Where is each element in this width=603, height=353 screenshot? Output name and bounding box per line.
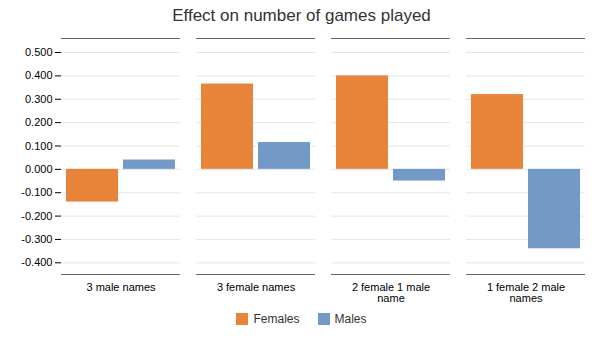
html-text:Effect on number of games play: Effect on number of games played bbox=[172, 6, 431, 25]
svg-text:3 male names: 3 male names bbox=[86, 281, 156, 293]
svg-text:-0.300: -0.300 bbox=[21, 233, 52, 245]
svg-text:0.000: 0.000 bbox=[25, 163, 53, 175]
svg-text:0.300: 0.300 bbox=[25, 93, 53, 105]
html-text:Males: Males bbox=[334, 312, 367, 326]
svg-text:0.400: 0.400 bbox=[25, 69, 53, 81]
svg-text:-0.100: -0.100 bbox=[21, 186, 52, 198]
svg-text:-0.200: -0.200 bbox=[21, 210, 52, 222]
svg-text:3 female names: 3 female names bbox=[217, 281, 296, 293]
html-text:Females: Females bbox=[253, 312, 300, 326]
svg-text:2 female 1 malename: 2 female 1 malename bbox=[352, 281, 430, 304]
svg-text:0.100: 0.100 bbox=[25, 140, 53, 152]
svg-text:0.500: 0.500 bbox=[25, 46, 53, 58]
svg-text:-0.400: -0.400 bbox=[21, 256, 52, 268]
svg-text:1 female 2 malenames: 1 female 2 malenames bbox=[487, 281, 565, 304]
svg-text:0.200: 0.200 bbox=[25, 116, 53, 128]
